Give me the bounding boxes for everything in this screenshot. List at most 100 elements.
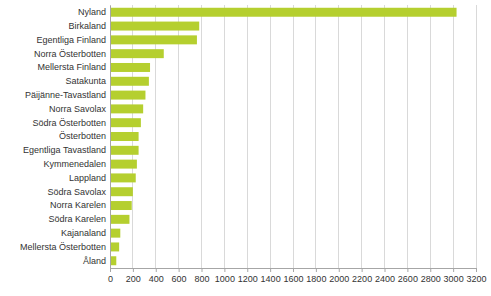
tick-label: 1800 (306, 274, 326, 284)
category-label: Österbotten (59, 131, 106, 141)
bar (110, 215, 129, 224)
tick: Norra Österbotten (34, 49, 110, 59)
tick-label: 2800 (421, 274, 441, 284)
bar (110, 229, 120, 238)
tick: Lappland (69, 173, 110, 183)
bar (110, 132, 139, 141)
category-label: Nyland (78, 7, 106, 17)
grid-line (270, 5, 271, 268)
tick: Satakunta (65, 76, 110, 86)
tick-label: 800 (194, 274, 209, 284)
bar (110, 160, 137, 169)
tick-label: 2600 (398, 274, 418, 284)
tick: 400 (149, 268, 164, 284)
grid-line (338, 5, 339, 268)
tick: 3000 (444, 268, 464, 284)
category-label: Lappland (69, 173, 106, 183)
tick: 1200 (238, 268, 258, 284)
tick: 800 (194, 268, 209, 284)
tick-mark (202, 268, 203, 272)
tick: Kajanaland (61, 228, 110, 238)
bars (110, 8, 457, 265)
tick-label: 200 (126, 274, 141, 284)
grid (110, 5, 476, 268)
tick-mark (385, 268, 386, 272)
tick-label: 2400 (375, 274, 395, 284)
tick: 1400 (261, 268, 281, 284)
tick-mark (133, 268, 134, 272)
category-label: Mellersta Österbotten (20, 242, 106, 252)
grid-line (384, 5, 385, 268)
tick: Päijänne-Tavastland (25, 90, 110, 100)
category-label: Norra Österbotten (34, 49, 106, 59)
grid-line (155, 5, 156, 268)
tick: 0 (108, 268, 113, 284)
y-axis: Nyland Birkaland Egentliga Finland Norra Ös… (20, 6, 111, 269)
category-label: Södra Österbotten (32, 118, 106, 128)
tick-mark (156, 268, 157, 272)
tick: Egentliga Tavastland (23, 145, 110, 155)
tick: Norra Savolax (49, 104, 110, 114)
tick-label: 400 (149, 274, 164, 284)
tick-label: 1600 (283, 274, 303, 284)
tick: 1000 (215, 268, 235, 284)
bar (110, 8, 457, 17)
tick: 2000 (329, 268, 349, 284)
tick-mark (270, 268, 271, 272)
category-label: Norra Karelen (50, 200, 106, 210)
tick-label: 1200 (238, 274, 258, 284)
tick-label: 3200 (466, 274, 486, 284)
x-axis-line (111, 269, 477, 273)
tick-label: 3000 (444, 274, 464, 284)
grid-line (224, 5, 225, 268)
grid-line (453, 5, 454, 268)
tick-mark (476, 268, 477, 272)
tick: Södra Karelen (48, 214, 110, 224)
tick-label: 0 (108, 274, 113, 284)
category-label: Päijänne-Tavastland (25, 90, 106, 100)
tick: Södra Österbotten (32, 118, 110, 128)
bar (110, 173, 136, 182)
tick-mark (179, 268, 180, 272)
bar (110, 242, 119, 251)
tick: Österbotten (59, 131, 110, 141)
tick-label: 2000 (329, 274, 349, 284)
tick: Egentliga Finland (36, 35, 110, 45)
category-label: Satakunta (65, 76, 106, 86)
bar (110, 77, 149, 86)
tick: Norra Karelen (50, 200, 110, 210)
bar (110, 146, 139, 155)
grid-line (178, 5, 179, 268)
tick-mark (430, 268, 431, 272)
grid-line (361, 5, 362, 268)
tick: 600 (172, 268, 187, 284)
tick-label: 1000 (215, 274, 235, 284)
grid-line (315, 5, 316, 268)
category-label: Södra Karelen (48, 214, 106, 224)
tick: 2200 (352, 268, 372, 284)
tick: 1800 (306, 268, 326, 284)
tick: 200 (126, 268, 141, 284)
tick: 3200 (466, 268, 486, 284)
tick: Birkaland (68, 21, 110, 31)
bar (110, 22, 199, 31)
tick: 2400 (375, 268, 395, 284)
bar (110, 118, 141, 127)
grid-line (201, 5, 202, 268)
bar (110, 63, 150, 72)
tick-mark (453, 268, 454, 272)
grid-line (247, 5, 248, 268)
tick-mark (224, 268, 225, 272)
tick-mark (362, 268, 363, 272)
tick: Åland (83, 256, 110, 266)
grid-line (110, 5, 111, 268)
category-label: Södra Savolax (47, 187, 106, 197)
grid-line (430, 5, 431, 268)
y-axis-line (110, 6, 111, 269)
bar (110, 91, 145, 100)
grid-line (476, 5, 477, 268)
tick: Mellersta Österbotten (20, 242, 110, 252)
tick: Kymmenedalen (43, 159, 110, 169)
category-label: Birkaland (68, 21, 106, 31)
tick: 1600 (283, 268, 303, 284)
